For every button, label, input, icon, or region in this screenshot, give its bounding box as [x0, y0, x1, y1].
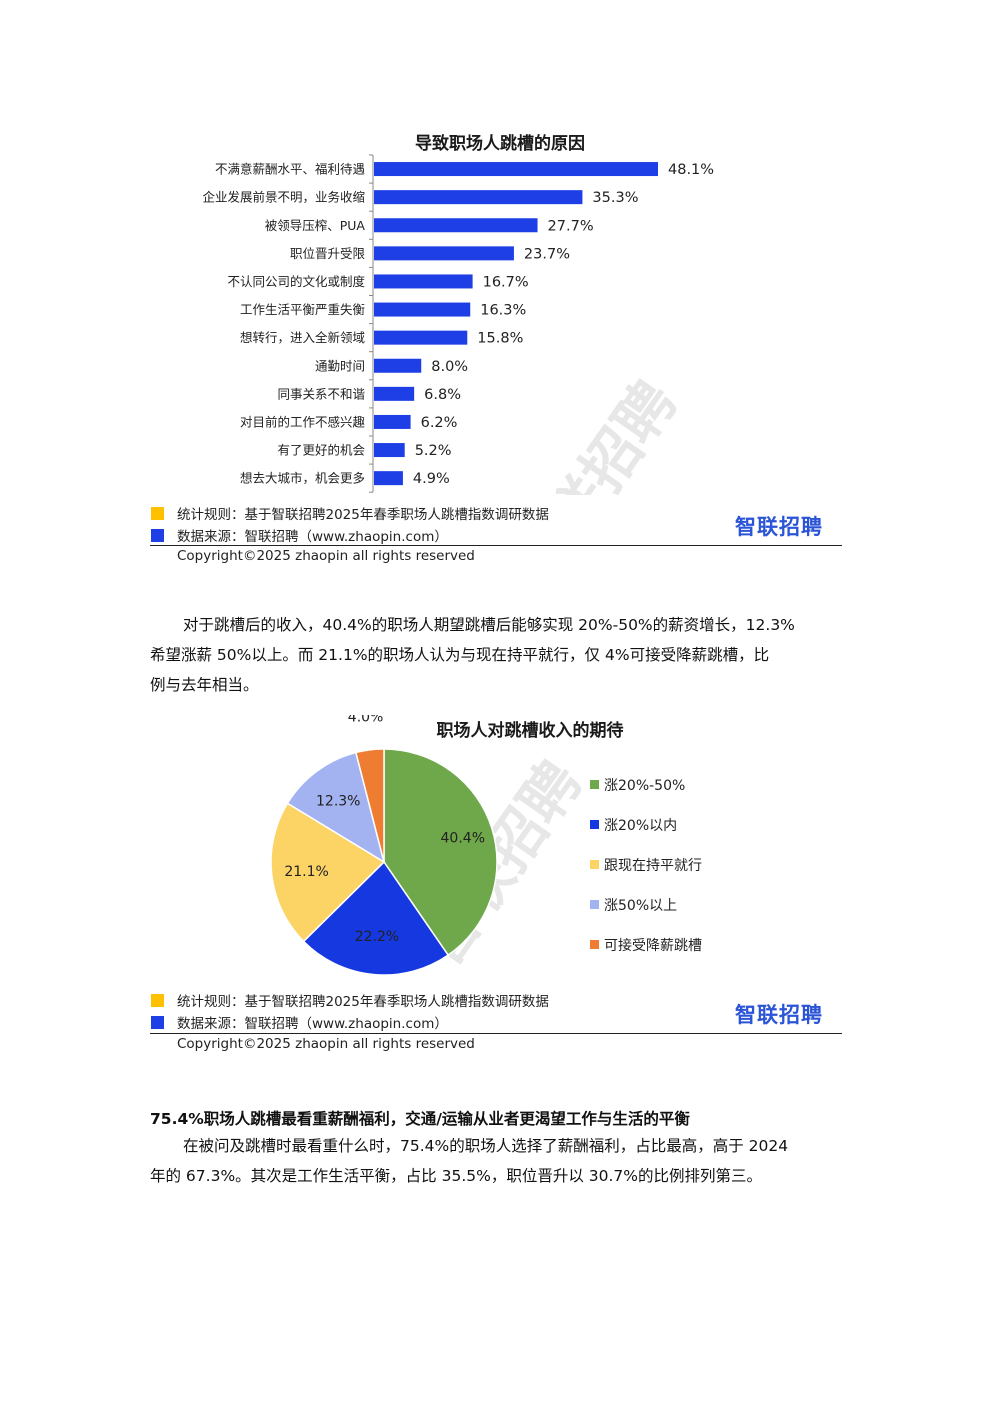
chart2-title: 职场人对跳槽收入的期待 [436, 721, 624, 741]
bar [374, 330, 468, 345]
bar [374, 414, 411, 429]
stat-rule-text: 统计规则：基于智联招聘2025年春季职场人跳槽指数调研数据 [177, 507, 549, 523]
copyright: Copyright©2025 zhaopin all rights reserv… [177, 1036, 475, 1052]
category-label: 想去大城市，机会更多 [240, 471, 365, 486]
category-label: 企业发展前景不明，业务收缩 [202, 190, 365, 205]
category-label: 对目前的工作不感兴趣 [240, 414, 366, 429]
legend-swatch [590, 820, 599, 829]
bar [374, 274, 473, 289]
stat-rule-row: 统计规则：基于智联招聘2025年春季职场人跳槽指数调研数据 [151, 503, 549, 523]
paragraph-line: 在被问及跳槽时最看重什么时，75.4%的职场人选择了薪酬福利，占比最高，高于 2… [183, 1137, 789, 1155]
legend-label: 跟现在持平就行 [604, 858, 702, 874]
category-label: 职位晋升受限 [290, 246, 366, 261]
data-label: 4.9% [413, 471, 450, 487]
pie-chart: 智联招聘 40.4%22.2%21.1%12.3%4.0% 涨20%-50%涨2… [270, 715, 702, 978]
data-label: 48.1% [668, 162, 714, 178]
pie-slice [286, 751, 386, 864]
chart1-title: 导致职场人跳槽的原因 [415, 134, 585, 154]
bar [374, 443, 405, 458]
bar [374, 190, 583, 205]
brand-logo: 智联招聘 [735, 1003, 823, 1027]
data-label: 27.7% [548, 218, 594, 234]
legend-label: 可接受降薪跳槽 [604, 937, 702, 954]
category-label: 有了更好的机会 [277, 443, 365, 458]
data-label: 6.2% [421, 415, 458, 431]
legend-label: 涨20%-50% [604, 778, 685, 794]
paragraph-line: 希望涨薪 50%以上。而 21.1%的职场人认为与现在持平就行，仅 4%可接受降… [150, 646, 770, 664]
brand-logo: 智联招聘 [735, 515, 823, 539]
data-label: 16.7% [483, 274, 529, 290]
category-label: 工作生活平衡严重失衡 [240, 302, 365, 317]
category-label: 不满意薪酬水平、福利待遇 [215, 162, 365, 177]
slice-label: 12.3% [316, 793, 360, 809]
divider [150, 545, 842, 546]
yellow-square-icon [151, 507, 164, 520]
stat-rule-row: 统计规则：基于智联招聘2025年春季职场人跳槽指数调研数据 [151, 990, 549, 1010]
pie-slice [270, 802, 386, 943]
yellow-square-icon [151, 994, 164, 1007]
legend-label: 涨50%以上 [604, 898, 677, 914]
source-text: 数据来源：智联招聘（www.zhaopin.com） [177, 1016, 448, 1032]
data-label: 6.8% [424, 387, 461, 403]
category-label: 通勤时间 [315, 358, 365, 373]
category-label: 想转行，进入全新领域 [240, 330, 365, 345]
legend-swatch [590, 780, 599, 789]
category-label: 被领导压榨、PUA [265, 218, 366, 233]
bar-chart: 智联招聘 不满意薪酬水平、福利待遇 48.1% 企业发展前景不明，业务收缩 35.3%… [202, 154, 714, 495]
slice-label: 40.4% [441, 830, 485, 846]
blue-square-icon [151, 1016, 164, 1029]
legend-swatch [590, 940, 599, 949]
slice-label: 22.2% [355, 929, 399, 945]
source-row: 数据来源：智联招聘（www.zhaopin.com） [151, 525, 448, 545]
source-text: 数据来源：智联招聘（www.zhaopin.com） [177, 529, 448, 545]
paragraph-line: 对于跳槽后的收入，40.4%的职场人期望跳槽后能够实现 20%-50%的薪资增长… [183, 616, 795, 634]
slice-label: 21.1% [284, 864, 328, 880]
data-label: 5.2% [415, 443, 452, 459]
bar [374, 302, 471, 317]
paragraph-income-expectation: 对于跳槽后的收入，40.4%的职场人期望跳槽后能够实现 20%-50%的薪资增长… [150, 610, 842, 700]
paragraph-line: 例与去年相当。 [150, 676, 259, 694]
data-label: 23.7% [524, 246, 570, 262]
bar [374, 471, 403, 486]
bar [374, 358, 422, 373]
pie-slice [383, 748, 498, 957]
stat-rule-text: 统计规则：基于智联招聘2025年春季职场人跳槽指数调研数据 [177, 994, 549, 1010]
section-heading: 75.4%职场人跳槽最看重薪酬福利，交通/运输从业者更渴望工作与生活的平衡 [150, 1110, 690, 1128]
source-row: 数据来源：智联招聘（www.zhaopin.com） [151, 1012, 448, 1032]
bar [374, 162, 658, 177]
legend-swatch [590, 860, 599, 869]
category-label: 不认同公司的文化或制度 [227, 274, 365, 289]
bar [374, 386, 415, 401]
paragraph-priority: 在被问及跳槽时最看重什么时，75.4%的职场人选择了薪酬福利，占比最高，高于 2… [150, 1131, 842, 1191]
slice-label: 4.0% [348, 715, 384, 725]
data-label: 15.8% [477, 331, 523, 347]
data-label: 8.0% [431, 359, 468, 375]
pie-slice [354, 748, 385, 863]
legend-label: 涨20%以内 [604, 818, 677, 834]
pie-slice [302, 860, 450, 976]
bar [374, 246, 514, 261]
copyright: Copyright©2025 zhaopin all rights reserv… [177, 548, 475, 564]
paragraph-line: 年的 67.3%。其次是工作生活平衡，占比 35.5%，职位晋升以 30.7%的… [150, 1167, 763, 1185]
bar [374, 218, 538, 233]
blue-square-icon [151, 529, 164, 542]
legend-swatch [590, 900, 599, 909]
data-label: 16.3% [480, 303, 526, 319]
chart1-watermark: 智联招聘 [501, 369, 690, 495]
category-label: 同事关系不和谐 [277, 386, 365, 401]
divider [150, 1033, 842, 1034]
data-label: 35.3% [592, 190, 638, 206]
